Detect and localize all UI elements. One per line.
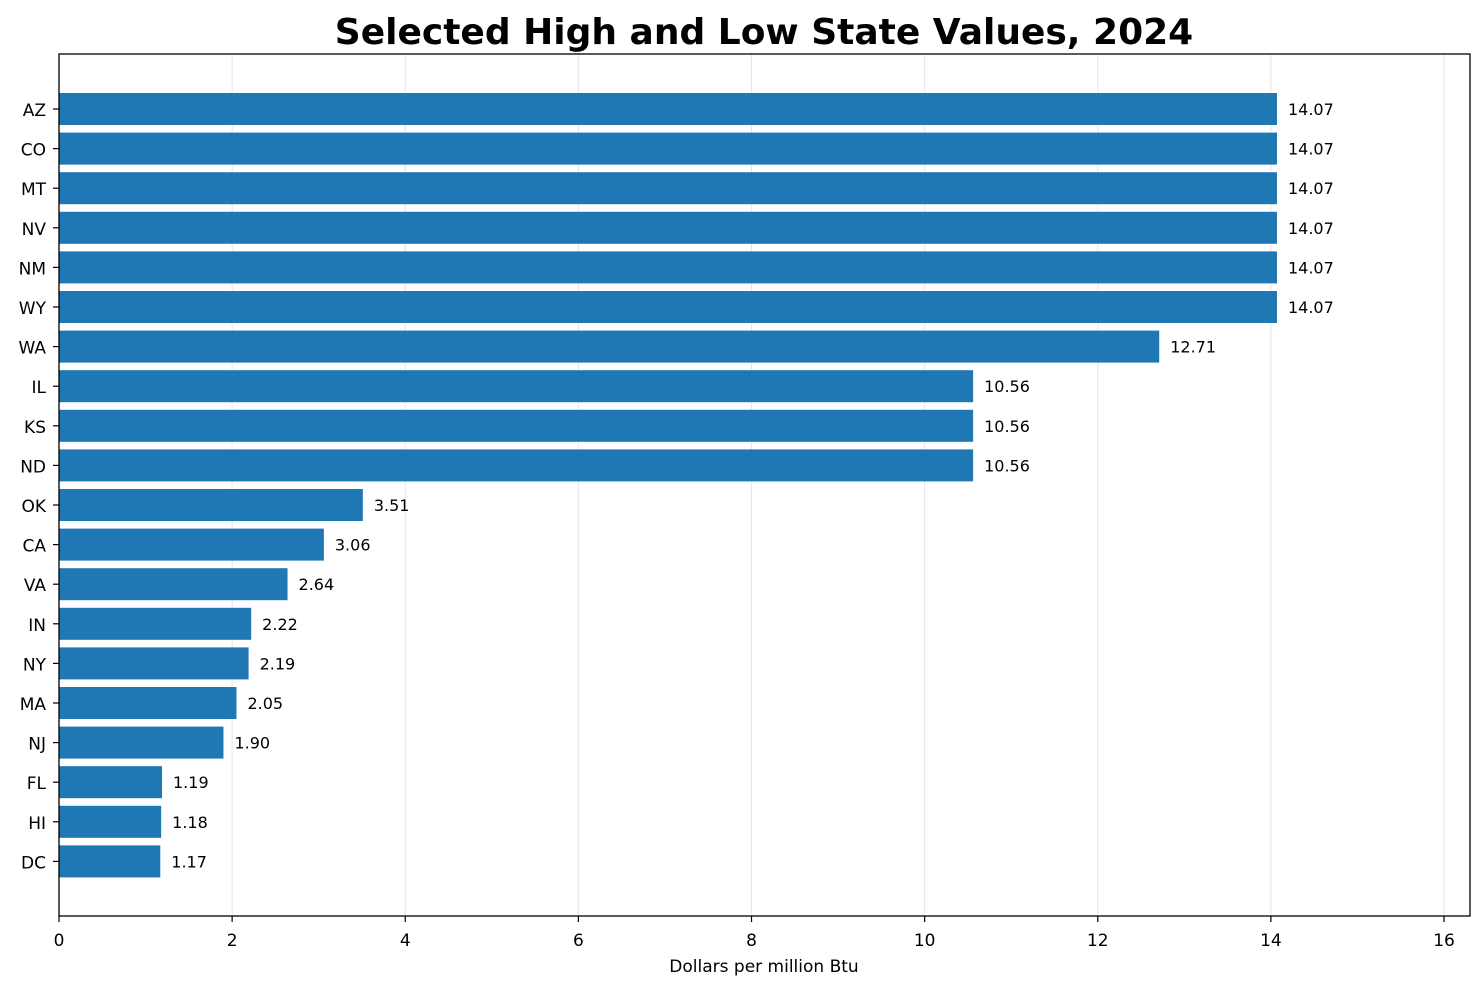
- value-label-va: 2.64: [299, 575, 335, 594]
- value-labels: 14.07 14.07 14.07 14.07 14.07 14.07 12.71 10.56…: [171, 100, 1333, 871]
- bar-in: [59, 607, 252, 640]
- y-tick-label-ok: OK: [21, 497, 46, 517]
- value-label-ok: 3.51: [374, 496, 410, 515]
- bar-co: [59, 132, 1277, 165]
- x-axis-ticks: 0 2 4 6 8 10 12 14 16: [54, 916, 1455, 951]
- value-label-il: 10.56: [984, 377, 1030, 396]
- bar-az: [59, 93, 1277, 125]
- y-tick-label-wa: WA: [18, 339, 46, 359]
- y-tick-label-wy: WY: [19, 299, 47, 319]
- value-label-ma: 2.05: [247, 694, 283, 713]
- x-tick-label: 12: [1087, 931, 1109, 951]
- value-label-co: 14.07: [1288, 140, 1334, 159]
- x-tick-label: 6: [573, 931, 584, 951]
- value-label-ks: 10.56: [984, 417, 1030, 436]
- x-tick-label: 8: [746, 931, 757, 951]
- bar-ca: [59, 528, 324, 561]
- value-label-nm: 14.07: [1288, 258, 1334, 277]
- y-tick-label-ma: MA: [20, 695, 47, 715]
- y-tick-label-co: CO: [21, 141, 46, 161]
- x-tick-label: 2: [227, 931, 238, 951]
- x-axis-label: Dollars per million Btu: [669, 957, 858, 977]
- plot-frame: [58, 53, 1471, 917]
- y-axis-ticks: AZ CO MT NV NM WY WA IL KS ND OK CA VA IN NY MA NJ FL HI DC: [18, 101, 59, 873]
- value-label-nj: 1.90: [234, 734, 270, 753]
- value-label-az: 14.07: [1288, 100, 1334, 119]
- bar-nm: [59, 251, 1277, 284]
- bar-ok: [59, 489, 363, 521]
- y-tick-label-mt: MT: [21, 180, 47, 200]
- value-label-nv: 14.07: [1288, 219, 1334, 238]
- bar-dc: [59, 845, 161, 878]
- bar-ny: [59, 647, 249, 680]
- y-tick-label-az: AZ: [23, 101, 46, 121]
- chart-title: Selected High and Low State Values, 2024: [335, 12, 1193, 53]
- bar-ma: [59, 687, 237, 719]
- y-tick-label-ca: CA: [23, 537, 47, 557]
- y-tick-label-in: IN: [28, 616, 46, 636]
- x-tick-label: 4: [400, 931, 411, 951]
- y-tick-label-ny: NY: [23, 655, 47, 675]
- value-label-mt: 14.07: [1288, 179, 1334, 198]
- bar-mt: [59, 172, 1277, 205]
- value-label-wy: 14.07: [1288, 298, 1334, 317]
- bar-hi: [59, 805, 162, 838]
- bar-wy: [59, 291, 1277, 323]
- bar-nv: [59, 211, 1277, 244]
- x-tick-label: 14: [1260, 931, 1282, 951]
- y-tick-label-nm: NM: [19, 259, 46, 279]
- y-tick-label-fl: FL: [27, 774, 47, 794]
- value-label-wa: 12.71: [1170, 338, 1216, 357]
- y-tick-label-nj: NJ: [28, 735, 46, 755]
- x-tick-label: 10: [914, 931, 936, 951]
- bar-ks: [59, 409, 974, 442]
- x-tick-label: 16: [1433, 931, 1455, 951]
- bars: [59, 93, 1277, 878]
- bar-va: [59, 568, 288, 601]
- value-label-dc: 1.17: [171, 852, 207, 871]
- bar-nj: [59, 726, 224, 759]
- value-label-in: 2.22: [262, 615, 298, 634]
- value-label-ca: 3.06: [335, 536, 371, 555]
- value-label-ny: 2.19: [260, 654, 296, 673]
- y-tick-label-va: VA: [24, 576, 47, 596]
- x-tick-label: 0: [54, 931, 65, 951]
- value-label-nd: 10.56: [984, 456, 1030, 475]
- y-tick-label-nd: ND: [20, 457, 46, 477]
- y-tick-label-dc: DC: [21, 853, 46, 873]
- value-label-hi: 1.18: [172, 813, 208, 832]
- bar-fl: [59, 766, 163, 799]
- y-tick-label-il: IL: [32, 378, 47, 398]
- bar-nd: [59, 449, 974, 482]
- y-tick-label-hi: HI: [28, 814, 46, 834]
- bar-il: [59, 370, 974, 403]
- y-tick-label-nv: NV: [22, 220, 47, 240]
- y-tick-label-ks: KS: [24, 418, 46, 438]
- bar-wa: [59, 330, 1160, 363]
- value-label-fl: 1.19: [173, 773, 209, 792]
